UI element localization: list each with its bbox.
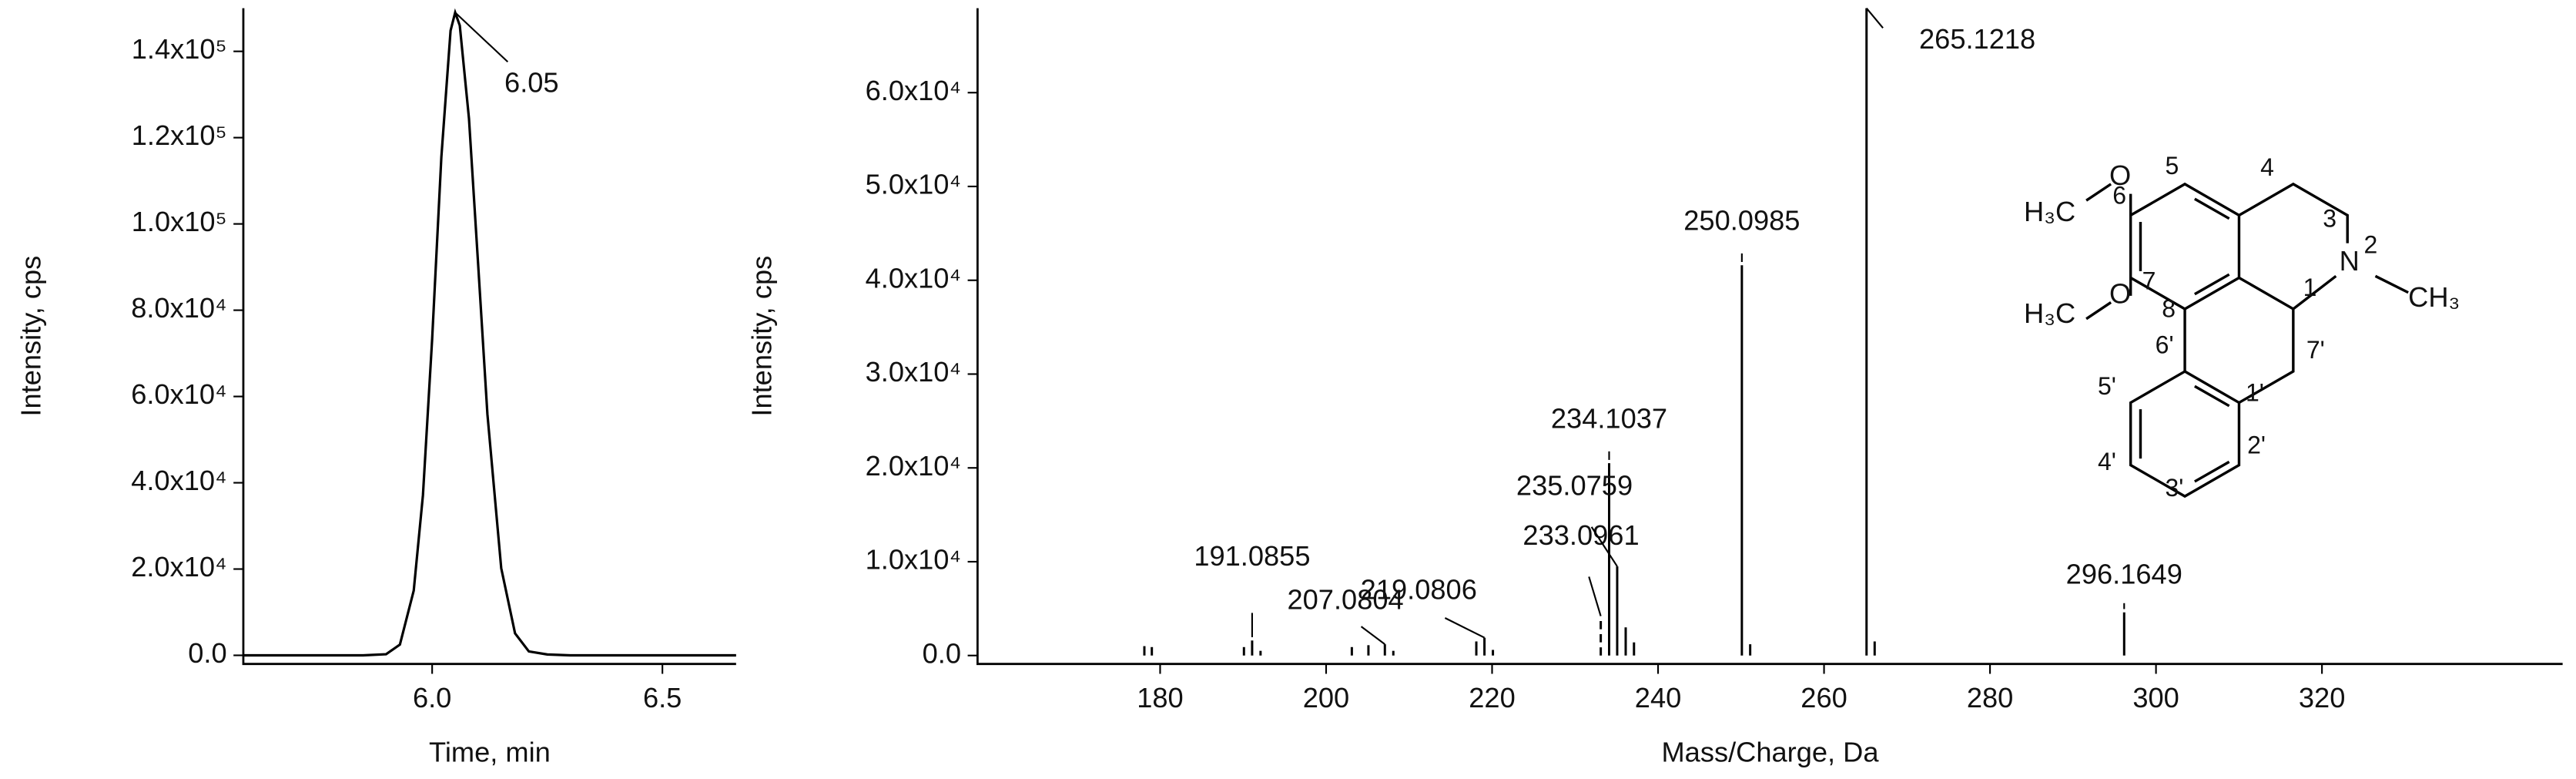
peak-label: 191.0855 [1194,540,1310,572]
structure: H₃C O 6 5 4 3 N 2 CH₃ H₃C O 7 8 1 7' 6' … [2024,152,2460,502]
peak-label: 250.0985 [1683,204,1800,236]
atom-label: 2 [2364,230,2378,258]
atom-label: 8 [2162,295,2176,323]
y-tick-label: 4.0x10⁴ [131,465,226,496]
atom-label: 5 [2165,152,2179,180]
peak-label: 235.0759 [1516,469,1633,501]
peak-label: 219.0806 [1361,573,1477,605]
x-tick-label: 300 [2132,682,2179,714]
peak-label: 234.1037 [1551,402,1667,434]
atom-label: 7' [2306,336,2325,364]
y-tick-label: 1.2x10⁵ [132,119,227,151]
label-leader [1588,576,1602,616]
bond [2085,183,2409,321]
x-tick-label: 6.5 [643,682,682,714]
y-tick-label: 5.0x10⁴ [866,169,961,200]
peak-label: 207.0804 [1287,583,1403,615]
label-leader [1590,526,1618,567]
atom-label: 6 [2112,181,2126,209]
y-axis-label: Intensity, cps [746,256,778,417]
y-tick-label: 6.0x10⁴ [866,75,961,106]
atom-label: 1 [2303,274,2317,301]
x-tick-label: 6.0 [413,682,451,714]
x-tick-label: 200 [1303,682,1349,714]
peak-label: 296.1649 [2066,558,2182,589]
atom-label: 4' [2098,448,2116,475]
annotation-leader [454,12,509,63]
chromatogram-line [243,8,736,657]
peak-label: 233.0961 [1522,519,1639,551]
atom-label: 3' [2165,474,2183,502]
atom-label: 4 [2260,153,2274,181]
y-tick-label: 2.0x10⁴ [131,551,226,583]
y-tick-label: 1.0x10⁵ [132,206,227,237]
y-tick-label: 0.0 [188,637,226,669]
x-tick-label: 220 [1469,682,1515,714]
y-tick-label: 3.0x10⁴ [866,356,961,388]
x-tick-label: 320 [2299,682,2345,714]
y-tick-label: 2.0x10⁴ [866,450,961,482]
x-axis-label: Mass/Charge, Da [1661,737,1879,768]
y-tick-label: 1.0x10⁴ [866,544,961,576]
atom-label: 5' [2098,372,2116,400]
atom-label: 2' [2247,431,2266,459]
x-tick-label: 260 [1801,682,1847,714]
atom-label: N [2340,245,2360,277]
bond [2129,370,2241,499]
atom-label: 3 [2323,204,2336,232]
y-axis-label: Intensity, cps [15,256,47,417]
annotation: 6.05 [504,67,559,99]
y-tick-label: 1.4x10⁵ [132,33,227,65]
label-leader [1865,7,1884,29]
y-tick-label: 6.0x10⁴ [131,378,226,410]
y-tick-label: 8.0x10⁴ [131,292,226,324]
label-leader [1444,617,1486,639]
atom-label: 7 [2142,267,2156,294]
atom-label: H₃C [2024,196,2075,227]
label-leader [1360,626,1385,645]
atom-label: CH₃ [2408,281,2460,313]
atom-label: O [2109,278,2131,310]
x-axis-label: Time, min [429,737,551,768]
axis-line [976,8,2563,666]
atom-label: 1' [2246,378,2264,406]
atom-label: 6' [2156,331,2174,358]
peak-label: 265.1218 [1919,23,2035,55]
x-tick-label: 240 [1635,682,1681,714]
x-tick-label: 280 [1967,682,2013,714]
y-tick-label: 0.0 [923,637,961,669]
atom-label: O [2109,159,2131,191]
y-tick-label: 4.0x10⁴ [866,262,961,294]
atom-label: H₃C [2024,297,2075,329]
axis-line [242,8,736,666]
x-tick-label: 180 [1137,682,1183,714]
bond [2183,182,2349,405]
